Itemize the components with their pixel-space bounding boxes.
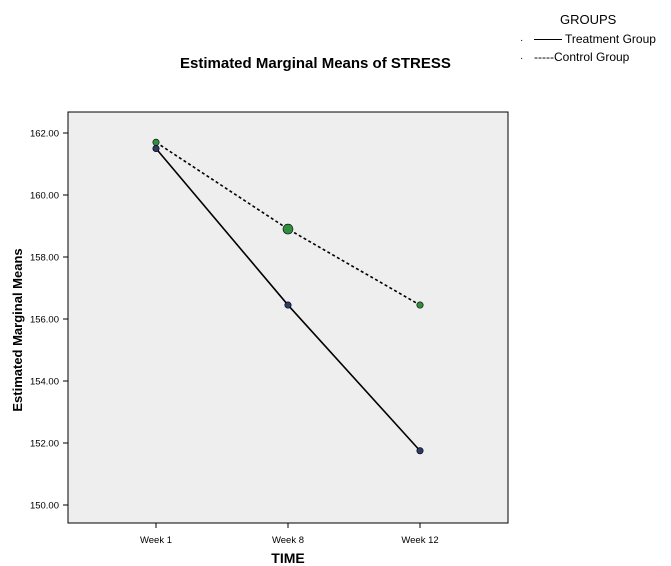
treatment-point <box>416 447 424 455</box>
x-axis-label: TIME <box>271 550 304 566</box>
legend-swatch-treatment <box>534 39 562 41</box>
control-point <box>152 138 160 146</box>
legend-label-treatment: Treatment Group <box>565 32 656 46</box>
x-tick-label: Week 12 <box>401 535 438 546</box>
y-tick-label: 160.00 <box>30 191 59 202</box>
plot-area <box>67 111 509 524</box>
control-point <box>282 223 294 235</box>
legend-bullet: · <box>520 35 524 46</box>
legend-bullet: · <box>520 53 524 64</box>
treatment-point <box>152 145 160 153</box>
legend-label-control: -----Control Group <box>534 50 630 64</box>
y-tick-label: 156.00 <box>30 315 59 326</box>
legend-title: GROUPS <box>560 12 617 27</box>
y-tick-label: 158.00 <box>30 253 59 264</box>
y-tick-label: 162.00 <box>30 129 59 140</box>
legend-item-control: · -----Control Group <box>520 50 629 64</box>
legend-item-treatment: · Treatment Group <box>520 32 656 46</box>
y-axis-label: Estimated Marginal Means <box>10 248 25 411</box>
y-tick-label: 150.00 <box>30 501 59 512</box>
chart-title: Estimated Marginal Means of STRESS <box>180 55 451 72</box>
control-series-line <box>155 141 421 306</box>
x-tick-label: Week 1 <box>140 535 172 546</box>
y-tick-label: 154.00 <box>30 377 59 388</box>
x-tick-label: Week 8 <box>272 535 304 546</box>
y-tick-label: 152.00 <box>30 439 59 450</box>
control-point <box>416 301 424 309</box>
treatment-point <box>284 301 292 309</box>
